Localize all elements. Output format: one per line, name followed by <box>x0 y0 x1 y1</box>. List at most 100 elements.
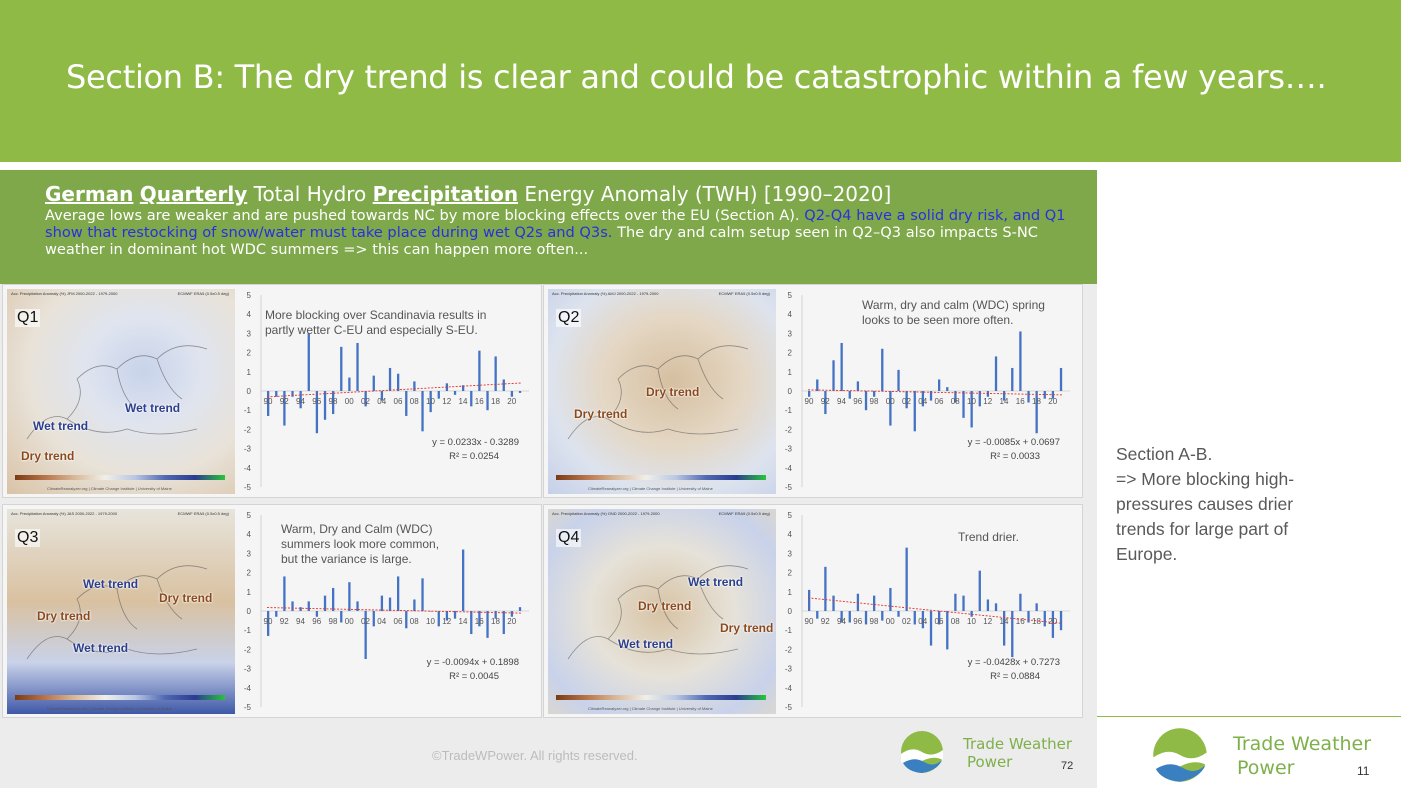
y-tick-label: -4 <box>244 684 252 693</box>
logo-icon <box>1153 728 1207 782</box>
bar <box>897 611 900 617</box>
bar <box>267 391 270 416</box>
bar <box>986 391 990 397</box>
y-tick-label: 4 <box>788 310 793 319</box>
color-scale-bar <box>556 695 766 700</box>
brand-name-line1: Trade Weather <box>1233 733 1372 755</box>
x-tick-label: 14 <box>1000 617 1009 626</box>
trend-equation: y = -0.0428x + 0.7273 <box>968 657 1060 668</box>
x-tick-label: 92 <box>821 617 830 626</box>
trend-line <box>266 607 521 614</box>
bar <box>323 595 327 611</box>
bar <box>938 611 941 625</box>
x-tick-label: 90 <box>264 617 273 626</box>
quarter-label: Q4 <box>556 529 582 547</box>
bar <box>291 601 294 611</box>
bar <box>889 391 892 426</box>
copyright-text: ©TradeWPower. All rights reserved. <box>432 748 638 763</box>
slide-title: Section B: The dry trend is clear and co… <box>66 58 1327 96</box>
y-tick-label: 2 <box>788 569 793 578</box>
bar <box>429 391 432 413</box>
bar <box>364 611 367 659</box>
bar <box>502 611 505 635</box>
embedded-slide-header: German Quarterly Total Hydro Precipitati… <box>0 170 1097 284</box>
bar <box>307 601 310 611</box>
x-tick-label: 20 <box>507 617 516 626</box>
bar <box>832 360 835 391</box>
x-tick-label: 02 <box>902 617 911 626</box>
bar <box>437 611 440 627</box>
x-tick-label: 18 <box>491 617 500 626</box>
bar <box>994 356 998 391</box>
y-tick-label: 1 <box>788 368 793 377</box>
chart-annotation: Warm, dry and calm (WDC) spring <box>862 298 1045 312</box>
map-title: Acc. Precipitation Anomaly (%) OND 2000-… <box>552 511 660 516</box>
bar <box>1043 391 1046 399</box>
x-tick-label: 98 <box>870 397 879 406</box>
y-tick-label: 3 <box>788 549 793 558</box>
y-tick-label: 3 <box>788 329 793 338</box>
y-tick-label: 4 <box>788 530 793 539</box>
bar <box>864 611 868 625</box>
trend-line <box>807 597 1062 624</box>
bar <box>299 607 302 611</box>
bar <box>380 595 384 611</box>
y-tick-label: -3 <box>244 665 252 674</box>
x-tick-label: 16 <box>1016 617 1025 626</box>
dry-trend-label: Dry trend <box>37 609 91 623</box>
bar <box>437 391 440 399</box>
bar <box>978 570 981 611</box>
coastline-outline <box>567 565 749 660</box>
x-tick-label: 92 <box>821 397 830 406</box>
x-tick-label: 94 <box>837 397 846 406</box>
heading-word: Energy Anomaly (TWH) [1990–2020] <box>524 182 892 206</box>
x-tick-label: 00 <box>886 397 895 406</box>
dry-trend-label: Dry trend <box>159 591 213 605</box>
x-tick-label: 20 <box>1048 397 1057 406</box>
x-tick-label: 96 <box>312 617 321 626</box>
x-tick-label: 06 <box>394 397 403 406</box>
bar <box>397 373 400 391</box>
dry-trend-label: Dry trend <box>720 621 774 635</box>
logo-icon <box>901 731 943 773</box>
x-tick-label: 12 <box>442 617 451 626</box>
y-tick-label: -5 <box>244 483 252 492</box>
y-tick-label: -2 <box>244 425 252 434</box>
bar <box>1003 391 1006 401</box>
bar <box>275 391 278 397</box>
dry-trend-label: Dry trend <box>646 385 700 399</box>
x-tick-label: 92 <box>280 397 289 406</box>
bar <box>429 611 432 612</box>
bar <box>824 566 827 611</box>
bar <box>356 343 359 391</box>
description-highlight: Q2-Q4 have a solid dry risk, and Q1 show… <box>45 207 1066 241</box>
dry-trend-label: Dry trend <box>574 407 628 421</box>
bar <box>340 611 343 623</box>
dry-trend-label: Dry trend <box>21 449 75 463</box>
bar <box>897 369 900 391</box>
bar <box>881 611 884 621</box>
color-scale-bar <box>556 475 766 480</box>
y-tick-label: 5 <box>788 291 793 300</box>
y-tick-label: -1 <box>785 626 793 635</box>
y-tick-label: 5 <box>247 291 252 300</box>
bar <box>954 391 957 403</box>
brand-name-line2: Power <box>1237 757 1295 779</box>
map-source: ECMWF ERA5 (0.5x0.5 deg) <box>718 511 770 516</box>
bar <box>913 391 916 432</box>
bar <box>864 391 868 411</box>
bar <box>1019 593 1022 611</box>
bar <box>364 391 367 407</box>
map-footer: ClimateReanalyzer.org | Climate Change I… <box>47 486 172 491</box>
x-tick-label: 96 <box>853 617 862 626</box>
embedded-slide-description: Average lows are weaker and are pushed t… <box>45 207 1075 258</box>
bar-chart: 5 4 3 2 1 0 -1 -2 -3 -4 -5 90 92 94 96 98 00 02 04 06 08 10 12… <box>778 509 1078 714</box>
heading-word: Precipitation <box>372 182 519 206</box>
y-tick-label: 1 <box>247 588 252 597</box>
y-tick-label: 3 <box>247 549 252 558</box>
quarter-label: Q2 <box>556 309 582 327</box>
x-tick-label: 06 <box>935 617 944 626</box>
quarter-label: Q3 <box>15 529 41 547</box>
bar <box>1027 611 1030 623</box>
